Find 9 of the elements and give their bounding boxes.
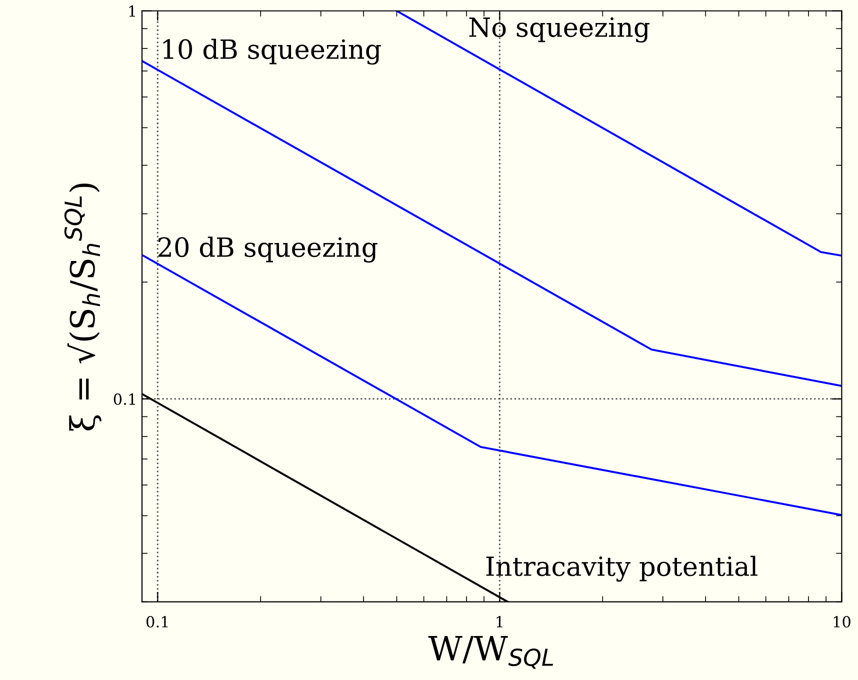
annotation: 20 dB squeezing bbox=[158, 236, 378, 263]
y-axis-title: ξ = √(S$_{h}$/S$_{h}$$^{SQL}$) bbox=[64, 184, 102, 431]
x-tick-label: 10 bbox=[834, 616, 850, 628]
annotation: 10 dB squeezing bbox=[163, 38, 381, 65]
x-axis-title: W/W$_{SQL}$ bbox=[428, 636, 554, 669]
annotation: No squeezing bbox=[469, 17, 650, 43]
annotation: Intracavity potential bbox=[486, 556, 758, 582]
x-tick-label: 1 bbox=[496, 616, 502, 628]
x-tick-label: 0.1 bbox=[146, 616, 168, 628]
